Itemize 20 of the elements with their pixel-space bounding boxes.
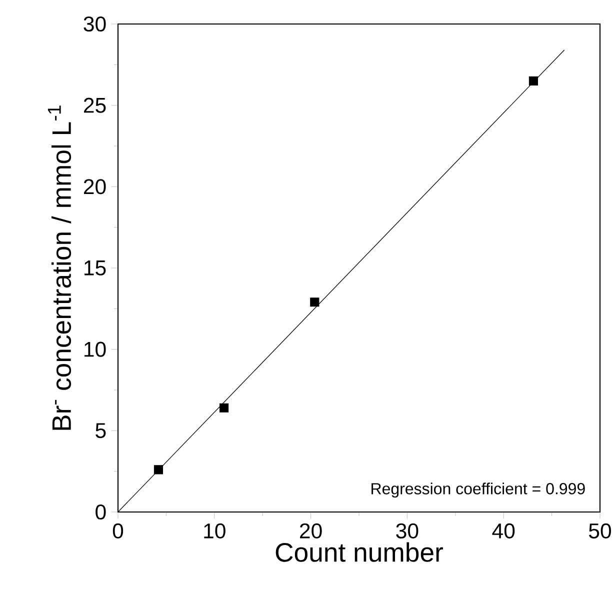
- y-tick-label: 25: [84, 98, 106, 113]
- y-tick-label: 15: [84, 260, 106, 276]
- point: [310, 298, 320, 307]
- x-tick-label: 50: [588, 523, 612, 538]
- point: [528, 76, 538, 86]
- y-tick-label: 30: [84, 16, 106, 32]
- y-tick-label: 5: [96, 423, 106, 438]
- x-tick-label: 0: [112, 523, 124, 538]
- x-tick-label: 10: [204, 523, 226, 538]
- point: [220, 403, 229, 412]
- y-axis-title: Br$^{-}$ concentration / mmol L$^{-1}$: [48, 106, 72, 430]
- y-tick-label: 0: [96, 504, 106, 520]
- x-axis-title: Count number: [276, 542, 443, 562]
- x-tick-label: 20: [300, 523, 322, 538]
- x-tick-label: 40: [492, 523, 515, 538]
- annotation: Regression coefficient = 0.999: [372, 482, 585, 498]
- y-tick-label: 10: [84, 342, 106, 357]
- point: [154, 465, 164, 474]
- y-tick-label: 20: [84, 179, 106, 194]
- x-tick-label: 30: [396, 523, 418, 538]
